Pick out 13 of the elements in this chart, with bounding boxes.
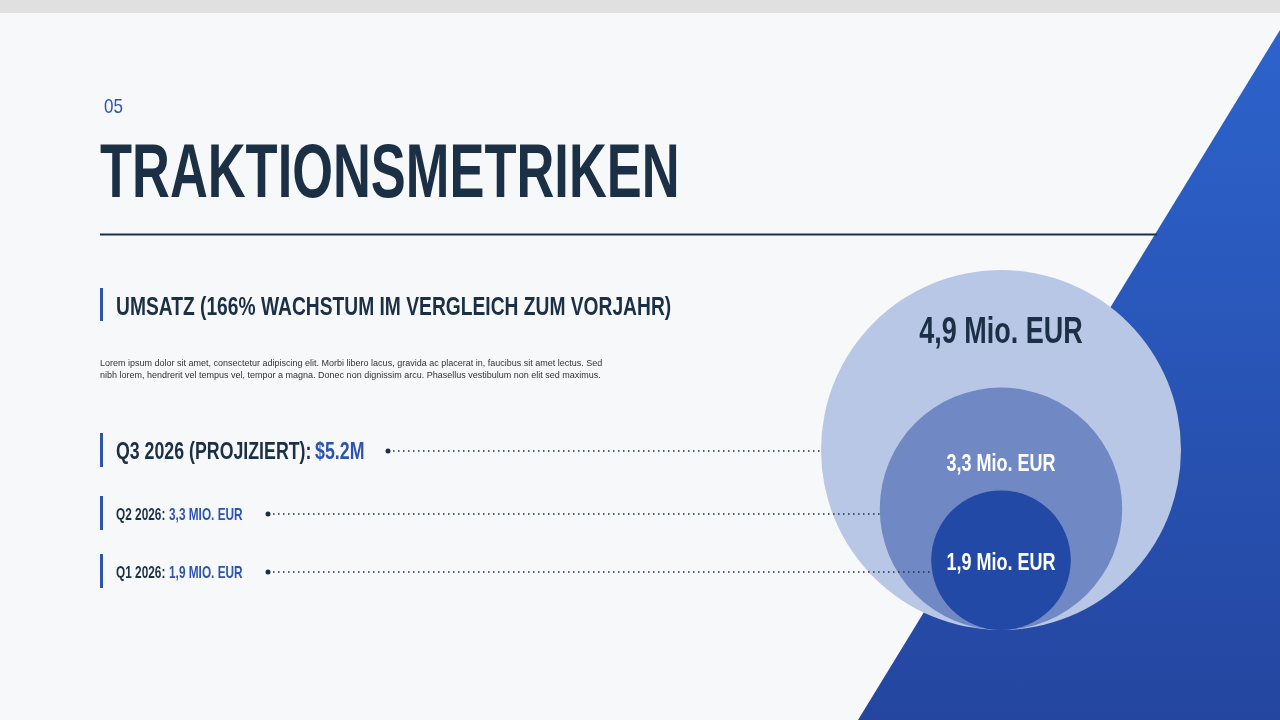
text: Q3 2026 (PROJIZIERT): <box>116 437 312 464</box>
data-label: 1,9 Mio. EUR <box>946 548 1056 575</box>
text: 1,9 MIO. EUR <box>169 562 243 582</box>
text: TRAKTIONSMETRIKEN <box>100 128 680 214</box>
text: 3,3 MIO. EUR <box>169 504 243 524</box>
text: 05 <box>104 94 123 118</box>
data-label: 4,9 Mio. EUR <box>919 310 1083 351</box>
text: $5.2M <box>315 437 365 464</box>
text: Q2 2026: <box>116 504 166 524</box>
text: UMSATZ (166% WACHSTUM IM VERGLEICH ZUM VORJAHR) <box>116 291 672 321</box>
text: Lorem ipsum dolor sit amet, consectetur adipiscing elit. Morbi libero lacus, gravida ac placerat in, faucibus sit amet lectus. Sed nibh lorem, hendrerit vel tempus vel, tempor a magna. Donec non dignissim arcu. Phasellus vestibulum non elit sed maximus. <box>100 358 603 380</box>
data-label: 3,3 Mio. EUR <box>946 449 1056 476</box>
text: Q1 2026: <box>116 562 166 582</box>
